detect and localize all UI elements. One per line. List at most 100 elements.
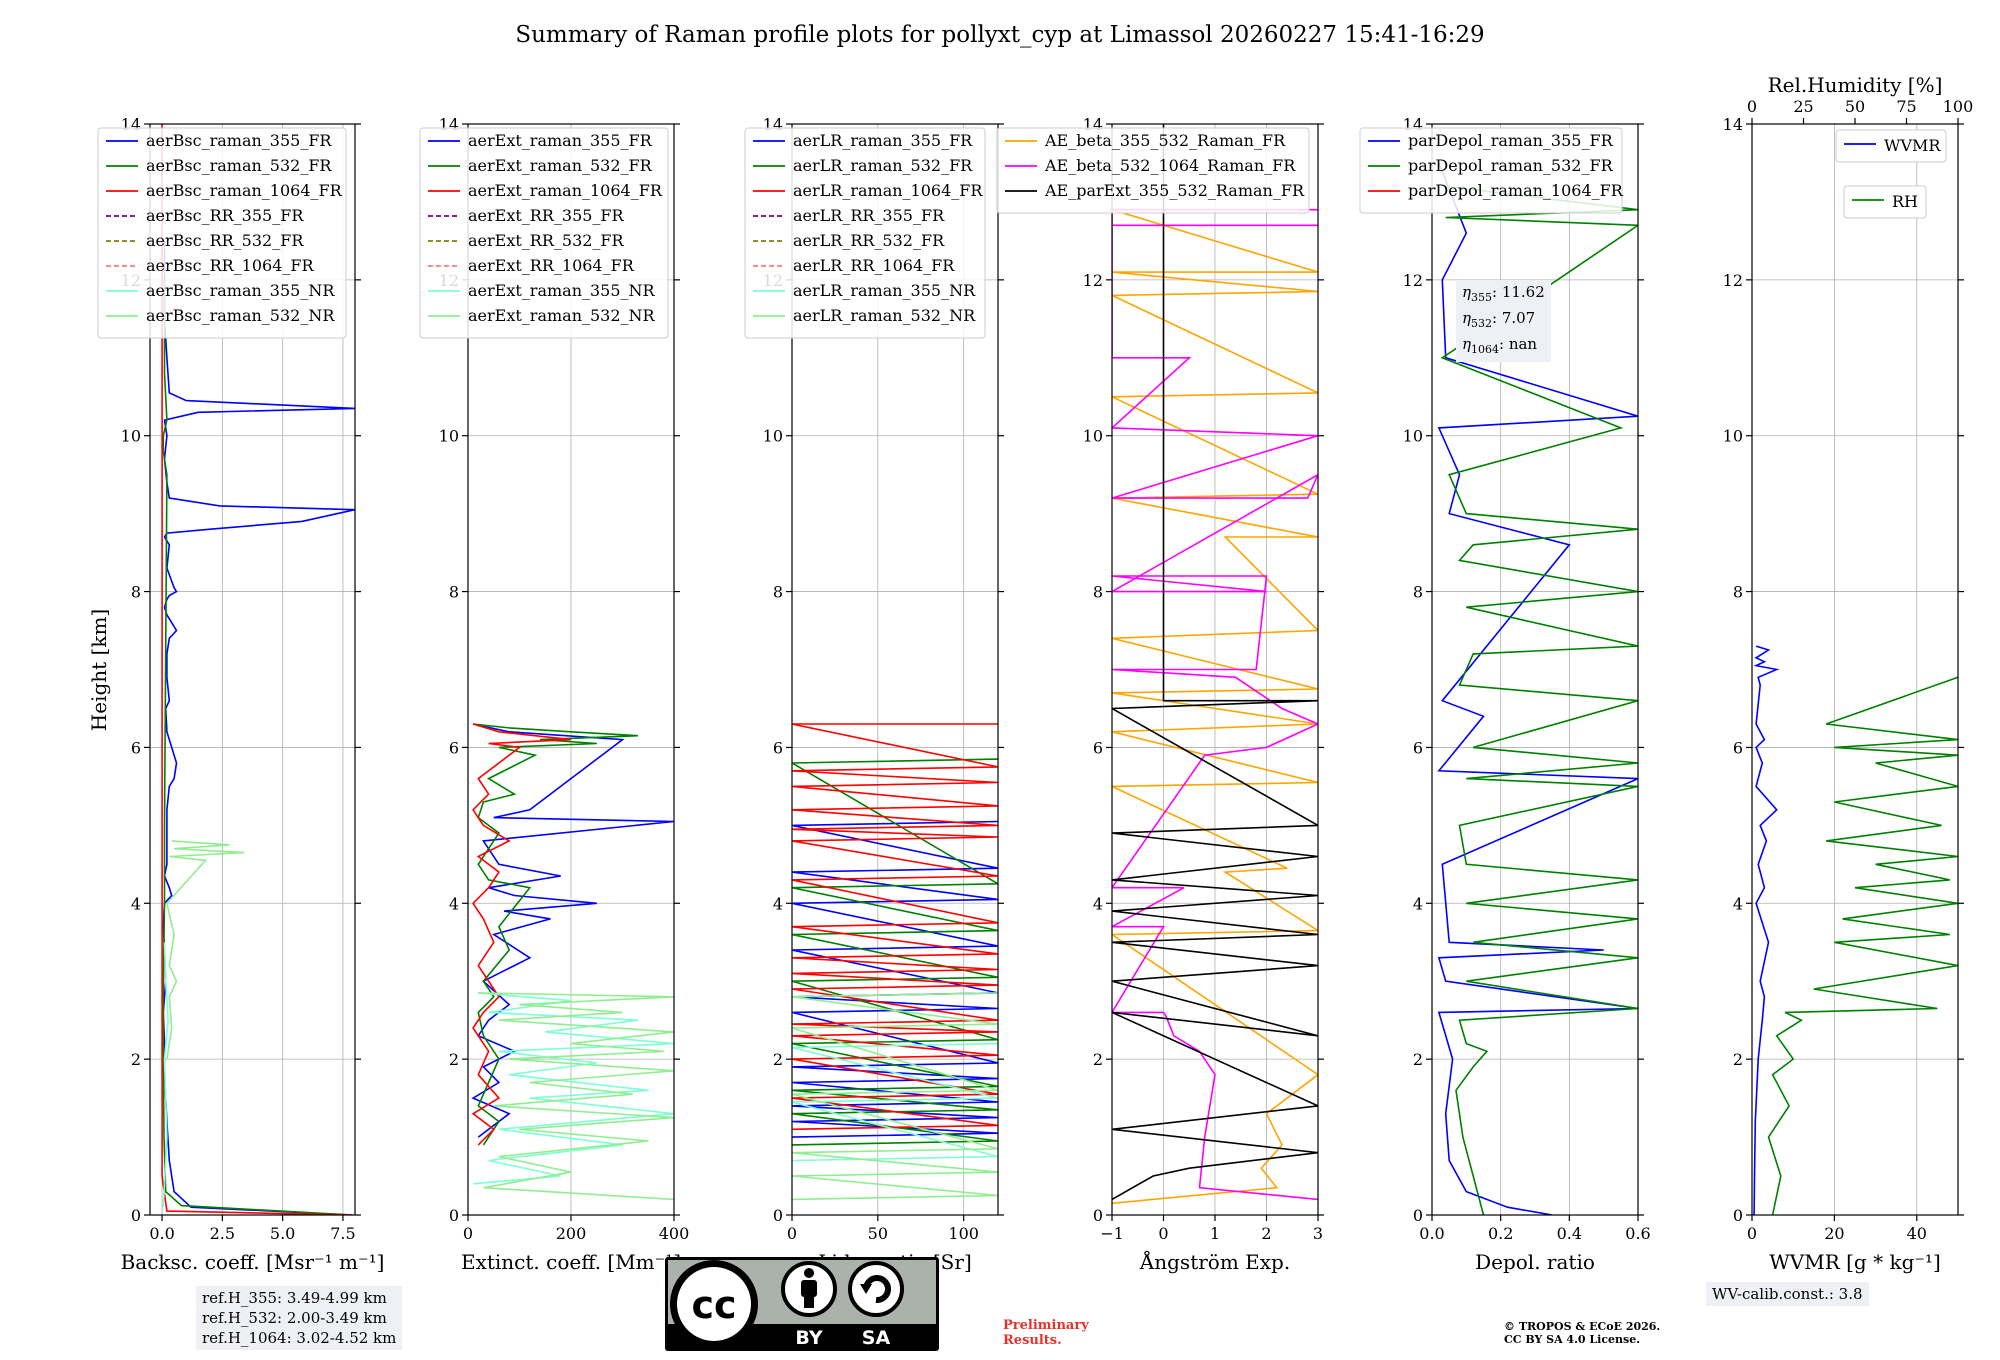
y-tick-label: 10 <box>121 427 141 446</box>
x-axis-label: Ångström Exp. <box>1139 1249 1290 1274</box>
legend-angstrom: AE_beta_355_532_Raman_FR AE_beta_532_1064… <box>996 127 1310 214</box>
y-tick-label: 0 <box>131 1206 141 1225</box>
axes-frame <box>791 123 999 1216</box>
y-tick-label: 4 <box>1413 894 1423 913</box>
legend-label: AE_parExt_355_532_Raman_FR <box>1044 181 1305 200</box>
series-line-aerExt_raman_355_NR <box>473 992 674 1185</box>
x-tick-label: 0.0 <box>1419 1224 1444 1243</box>
legend-label: aerExt_raman_532_NR <box>468 306 656 325</box>
y-tick-label: 10 <box>1403 427 1423 446</box>
series-line-aerLR_raman_355_NR <box>792 1042 998 1162</box>
legend-label: AE_beta_355_532_Raman_FR <box>1044 131 1286 150</box>
y-tick-label: 4 <box>449 894 459 913</box>
x-tick-label: 0 <box>1158 1224 1168 1243</box>
y-tick-label: 8 <box>1733 583 1743 602</box>
series-line-aerBsc_raman_355_FR <box>162 240 355 1215</box>
legend-label: aerBsc_RR_355_FR <box>146 206 304 225</box>
legend-label: aerLR_raman_532_FR <box>793 156 973 175</box>
series-line-parDepol_raman_532_FR <box>1440 185 1638 1215</box>
legend-wvmr: WVMR <box>1835 129 1947 163</box>
x-tick-label: 0.0 <box>149 1224 174 1243</box>
y-tick-label: 2 <box>131 1050 141 1069</box>
legend-label: aerBsc_RR_532_FR <box>146 231 304 250</box>
series-line-AE_beta_532_1064_Raman_FR <box>1112 208 1318 1201</box>
series-line-aerExt_raman_355_FR <box>471 723 674 1138</box>
series-line-AE_parExt_355_532_Raman_FR <box>1112 124 1318 1201</box>
x-axis-label: Backsc. coeff. [Msr⁻¹ m⁻¹] <box>121 1250 385 1274</box>
legend-label: AE_beta_532_1064_Raman_FR <box>1044 156 1296 175</box>
x-tick-label: 0.4 <box>1557 1224 1582 1243</box>
wv-calib-box: WV-calib.const.: 3.8 <box>1706 1282 1869 1306</box>
y-tick-label: 4 <box>1093 894 1103 913</box>
y-tick-label: 8 <box>773 583 783 602</box>
figure-title: Summary of Raman profile plots for polly… <box>515 22 1485 48</box>
x2-tick-label: 0 <box>1747 97 1757 116</box>
legend-label: aerBsc_raman_1064_FR <box>146 181 343 200</box>
series-line-aerBsc_raman_355_NR <box>162 942 169 1208</box>
series-line-AE_beta_355_532_Raman_FR <box>1112 208 1318 1205</box>
x-tick-label: 40 <box>1907 1224 1927 1243</box>
x-tick-label: 200 <box>556 1224 587 1243</box>
legend-label: aerBsc_raman_355_FR <box>146 131 332 150</box>
x-axis-label: Depol. ratio <box>1475 1250 1595 1274</box>
ref-height-box: ref.H_355: 3.49-4.99 km ref.H_532: 2.00-… <box>196 1286 403 1350</box>
axes-frame <box>1751 123 1959 1216</box>
by-text: BY <box>795 1327 822 1349</box>
x-tick-label: 0 <box>463 1224 473 1243</box>
legend-lidar_ratio: aerLR_raman_355_FR aerLR_raman_532_FR aerL… <box>744 127 986 339</box>
y-tick-label: 2 <box>449 1050 459 1069</box>
legend-label: WVMR <box>1884 136 1941 155</box>
x-tick-label: 3 <box>1313 1224 1323 1243</box>
series-line-aerLR_raman_1064_FR <box>792 723 998 1131</box>
preliminary-note: Preliminary Results. <box>1003 1318 1089 1348</box>
ref-height-355: ref.H_355: 3.49-4.99 km <box>202 1289 387 1307</box>
x-tick-label: 0.6 <box>1625 1224 1650 1243</box>
legend-label: RH <box>1892 192 1918 211</box>
x-axis-label: WVMR [g * kg⁻¹] <box>1769 1250 1941 1274</box>
y-tick-label: 4 <box>773 894 783 913</box>
y-tick-label: 12 <box>1083 271 1103 290</box>
y-tick-label: 0 <box>449 1206 459 1225</box>
legend-depol: parDepol_raman_355_FR parDepol_raman_532_… <box>1359 127 1624 214</box>
y-tick-label: 2 <box>1413 1050 1423 1069</box>
cc-text: cc <box>691 1283 736 1327</box>
x-tick-label: 2.5 <box>210 1224 235 1243</box>
legend-label: aerLR_RR_1064_FR <box>793 256 955 275</box>
x-tick-label: 5.0 <box>270 1224 295 1243</box>
legend-rh: RH <box>1843 185 1927 219</box>
x-tick-label: 0.2 <box>1488 1224 1513 1243</box>
legend-extinction: aerExt_raman_355_FR aerExt_raman_532_FRae… <box>419 127 669 339</box>
by-icon <box>781 1261 837 1317</box>
x-tick-label: 7.5 <box>330 1224 355 1243</box>
axes-frame <box>1431 123 1639 1216</box>
y-tick-label: 0 <box>1093 1206 1103 1225</box>
y-tick-label: 4 <box>131 894 141 913</box>
x-tick-label: 400 <box>659 1224 690 1243</box>
y-tick-label: 10 <box>1083 427 1103 446</box>
y-tick-label: 6 <box>1733 738 1743 757</box>
legend-label: aerExt_RR_355_FR <box>468 206 625 225</box>
y-tick-label: 0 <box>1413 1206 1423 1225</box>
x-tick-label: 100 <box>948 1224 979 1243</box>
legend-label: aerBsc_RR_1064_FR <box>146 256 315 275</box>
y-tick-label: 0 <box>1733 1206 1743 1225</box>
sa-text: SA <box>862 1327 891 1349</box>
y-tick-label: 2 <box>1733 1050 1743 1069</box>
legend-label: aerLR_RR_532_FR <box>793 231 945 250</box>
y-tick-label: 0 <box>773 1206 783 1225</box>
series-line-aerExt_raman_1064_FR <box>471 723 572 1146</box>
y-tick-label: 12 <box>1403 271 1423 290</box>
y-tick-label: 4 <box>1733 894 1743 913</box>
eta-355: η355: 11.62 <box>1462 283 1545 304</box>
y-axis-label: Height [km] <box>87 609 111 731</box>
y-tick-label: 2 <box>1093 1050 1103 1069</box>
x2-tick-label: 50 <box>1845 97 1865 116</box>
series-line-RH <box>1767 676 1958 1215</box>
y-tick-label: 10 <box>1723 427 1743 446</box>
legend-label: aerExt_RR_532_FR <box>468 231 625 250</box>
